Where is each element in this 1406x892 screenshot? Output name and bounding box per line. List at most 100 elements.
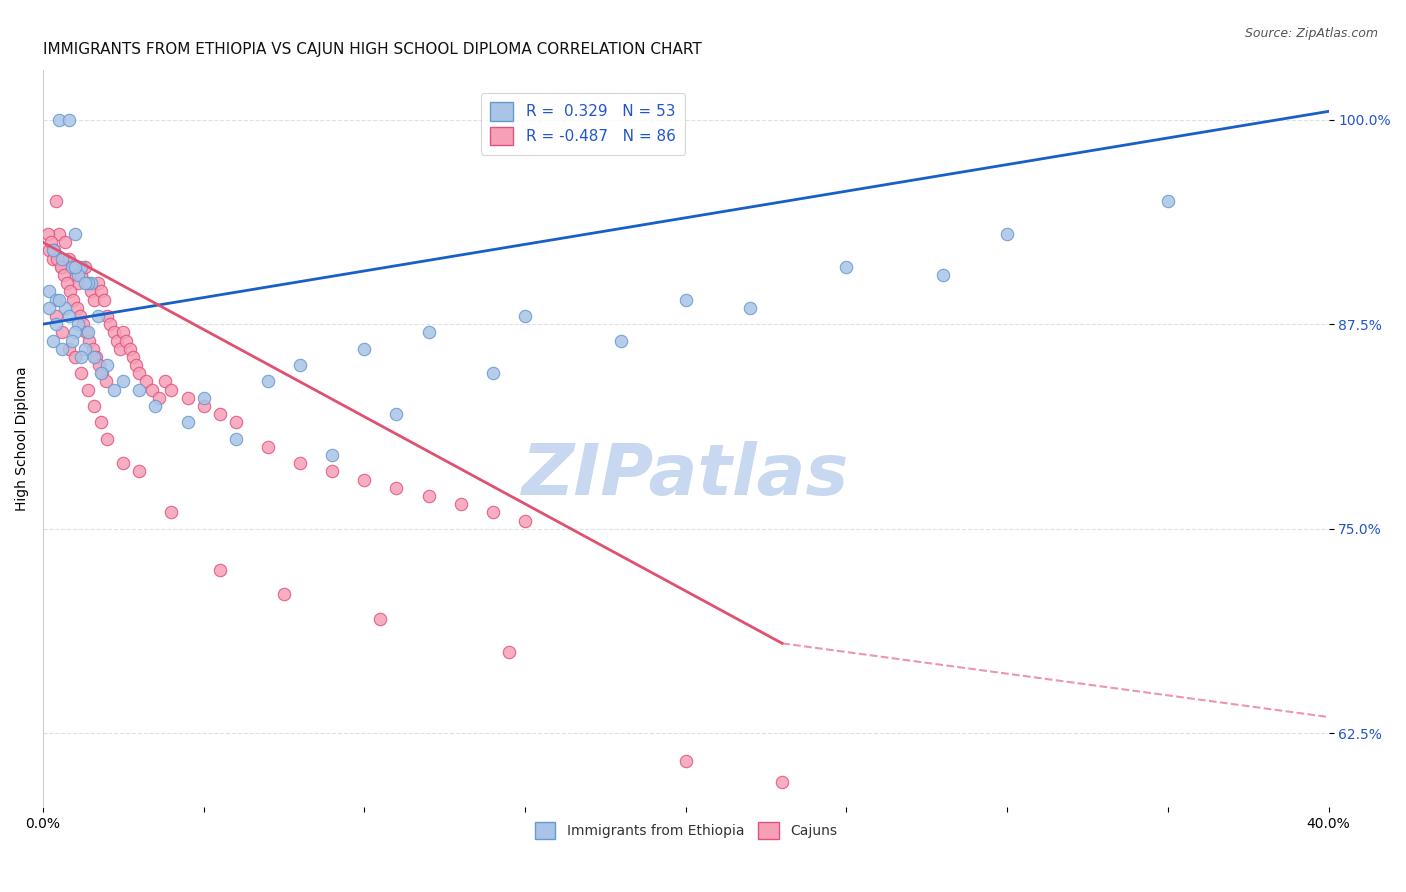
Point [91,366,114,380]
Point [370,612,392,626]
Point [63,260,86,274]
Point [72,317,94,331]
Point [41,252,63,266]
Point [45,293,67,307]
Point [80,277,103,291]
Point [77,277,100,291]
Point [610,334,633,348]
Point [208,407,231,421]
Point [63,227,86,241]
Point [385,481,408,495]
Point [38,244,60,258]
Point [273,587,295,601]
Point [55,301,77,315]
Point [46,252,69,266]
Point [112,326,135,340]
Point [67,277,90,291]
Point [51,326,73,340]
Point [70,268,93,282]
Point [89,358,111,372]
Point [103,326,125,340]
Point [67,268,90,282]
Point [96,358,118,372]
Point [193,399,215,413]
Point [112,375,135,389]
Point [932,268,955,282]
Point [38,301,60,315]
Point [45,309,67,323]
Point [83,399,105,413]
Point [128,383,150,397]
Point [60,260,83,274]
Point [103,383,125,397]
Point [112,456,135,470]
Point [80,285,103,299]
Point [125,358,148,372]
Point [128,366,150,380]
Point [225,432,247,446]
Point [90,285,112,299]
Point [56,277,79,291]
Point [73,342,96,356]
Point [153,375,176,389]
Point [353,473,375,487]
Point [160,383,183,397]
Point [75,326,97,340]
Point [418,489,440,503]
Point [58,252,80,266]
Y-axis label: High School Diploma: High School Diploma [15,367,30,511]
Point [122,350,145,364]
Point [39,235,62,250]
Point [93,293,115,307]
Text: IMMIGRANTS FROM ETHIOPIA VS CAJUN HIGH SCHOOL DIPLOMA CORRELATION CHART: IMMIGRANTS FROM ETHIOPIA VS CAJUN HIGH S… [44,42,702,57]
Point [513,309,536,323]
Point [45,317,67,331]
Point [51,252,73,266]
Point [48,112,70,127]
Point [37,227,59,241]
Text: ZIPatlas: ZIPatlas [522,441,849,510]
Point [135,375,157,389]
Point [675,293,697,307]
Point [115,334,138,348]
Point [176,391,198,405]
Point [100,317,122,331]
Point [44,244,66,258]
Point [86,309,108,323]
Point [288,358,311,372]
Point [770,775,793,789]
Point [145,399,167,413]
Point [52,268,75,282]
Point [225,416,247,430]
Point [63,350,86,364]
Point [70,350,93,364]
Point [176,416,198,430]
Point [70,366,93,380]
Point [675,754,697,768]
Point [321,448,343,462]
Point [48,227,70,241]
Legend: Immigrants from Ethiopia, Cajuns: Immigrants from Ethiopia, Cajuns [529,816,842,845]
Point [208,563,231,577]
Point [118,342,141,356]
Point [62,293,84,307]
Point [55,235,77,250]
Point [105,334,128,348]
Point [69,309,91,323]
Point [90,366,112,380]
Point [84,350,107,364]
Point [385,407,408,421]
Point [482,505,505,519]
Point [498,644,520,658]
Point [738,301,761,315]
Point [288,456,311,470]
Point [995,227,1018,241]
Point [83,293,105,307]
Point [41,334,63,348]
Point [73,260,96,274]
Point [58,309,80,323]
Point [49,260,72,274]
Point [48,293,70,307]
Point [77,383,100,397]
Point [70,260,93,274]
